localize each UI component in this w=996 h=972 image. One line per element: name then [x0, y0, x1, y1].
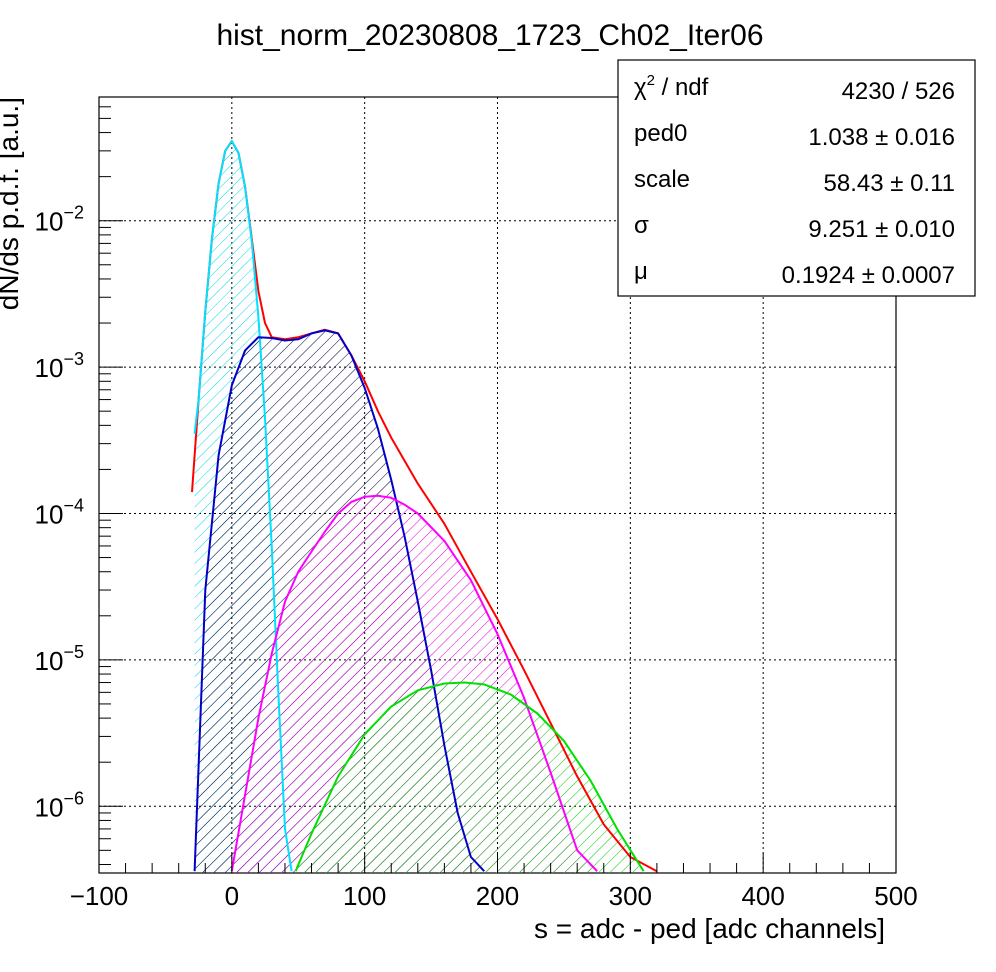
stats-value: 9.251 ± 0.010 — [808, 216, 955, 243]
stats-box-frame — [617, 59, 976, 297]
stats-value: 4230 / 526 — [842, 78, 955, 105]
x-tick-label: 200 — [476, 881, 519, 911]
series-curve-3 — [230, 494, 598, 872]
y-axis-title: dN/ds p.d.f. [a.u.] — [0, 97, 24, 310]
stats-value: 1.038 ± 0.016 — [808, 124, 955, 151]
component-fill-4 — [295, 682, 644, 873]
x-tick-label: 0 — [225, 881, 239, 911]
stats-label: μ — [634, 258, 648, 285]
series-curve-2 — [193, 329, 485, 872]
component-fills — [194, 141, 644, 873]
stats-value: 0.1924 ± 0.0007 — [782, 262, 955, 289]
stats-label: scale — [634, 166, 690, 193]
stats-label: χ2 / ndf — [634, 72, 709, 101]
x-tick-label: 500 — [874, 881, 917, 911]
series-curve-4 — [294, 681, 645, 872]
x-tick-label: 400 — [741, 881, 784, 911]
x-axis-title: s = adc - ped [adc channels] — [534, 913, 885, 944]
y-tick-label: 10−4 — [35, 495, 84, 529]
x-tick-label: 300 — [609, 881, 652, 911]
series-curve-1 — [193, 140, 293, 872]
y-tick-label: 10−3 — [35, 349, 84, 383]
y-tick-label: 10−5 — [35, 642, 84, 676]
stats-label: ped0 — [634, 120, 687, 147]
y-tick-label: 10−2 — [35, 203, 84, 237]
stats-box: χ2 / ndf 4230 / 526 ped0 1.038 ± 0.016 scale… — [617, 59, 976, 297]
component-curves — [191, 140, 658, 873]
x-tick-label: 100 — [343, 881, 386, 911]
stats-label: σ — [634, 212, 649, 239]
y-tick-label: 10−6 — [35, 788, 84, 822]
chart-title: hist_norm_20230808_1723_Ch02_Iter06 — [216, 19, 763, 52]
x-tick-label: −100 — [70, 881, 129, 911]
stats-value: 58.43 ± 0.11 — [824, 170, 956, 197]
axes: −100 0 100 200 300 400 500 10−2 10−3 10−4 10−5 10−6 — [35, 96, 918, 911]
